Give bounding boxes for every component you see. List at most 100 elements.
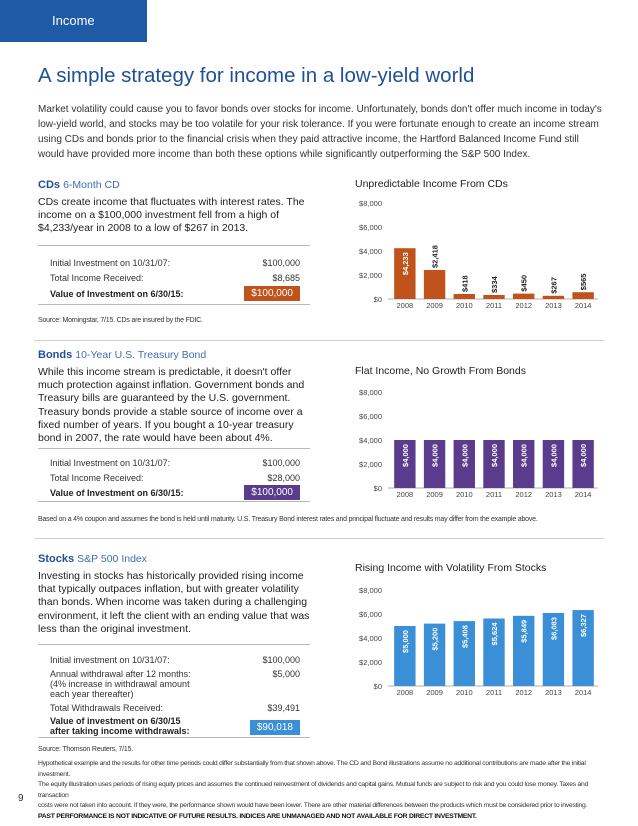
y-tick-label: $8,000: [359, 199, 382, 208]
data-label: $267: [549, 277, 558, 294]
stocks-initial-label: Initial investment on 10/31/07:: [50, 655, 170, 665]
stocks-withdrawal-note-text-2: each year thereafter): [50, 689, 134, 699]
data-label: $2,418: [431, 245, 440, 268]
x-tick-label: 2011: [486, 688, 502, 697]
x-tick-label: 2013: [545, 688, 562, 697]
data-label: $5,624: [490, 622, 499, 646]
bar: [542, 440, 565, 488]
cds-description: CDs create income that fluctuates with i…: [38, 196, 305, 235]
stocks-source-note: Source: Thomson Reuters, 7/15.: [38, 746, 134, 753]
data-label: $4,000: [520, 444, 529, 467]
stocks-final-label-2: after taking income withdrawals:: [50, 726, 190, 736]
stocks-heading-sub: S&P 500 Index: [77, 553, 148, 565]
cds-income-label: Total Income Received:: [50, 273, 144, 283]
intro-paragraph: Market volatility could cause you to fav…: [38, 104, 602, 160]
bar: [483, 440, 505, 488]
bar: [542, 295, 565, 299]
x-tick-label: 2011: [486, 490, 502, 499]
x-tick-label: 2010: [456, 301, 473, 310]
x-tick-label: 2013: [545, 490, 562, 499]
section-tab-label: Income: [52, 13, 95, 28]
x-tick-label: 2008: [397, 490, 414, 499]
y-tick-label: $0: [374, 682, 382, 691]
data-label: $4,000: [549, 444, 558, 467]
stocks-withdrawal-note-text-1: (4% increase in withdrawal amount: [50, 679, 190, 689]
bar: [453, 621, 475, 686]
stocks-chart-title: Rising Income with Volatility From Stock…: [355, 562, 547, 574]
stocks-summary-box: Initial investment on 10/31/07: $100,000…: [38, 644, 310, 738]
cds-source-note: Source: Morningstar, 7/15. CDs are insur…: [38, 317, 203, 324]
data-label: $4,233: [401, 252, 410, 275]
y-tick-label: $6,000: [359, 223, 382, 232]
data-label: $4,000: [490, 444, 499, 467]
data-label: $450: [520, 275, 529, 292]
bonds-final-label: Value of Investment on 6/30/15:: [50, 488, 184, 498]
data-label: $4,000: [401, 444, 410, 467]
cds-chart-title: Unpredictable Income From CDs: [355, 178, 508, 190]
cds-summary-box: Initial Investment on 10/31/07: $100,000…: [38, 245, 310, 305]
disclaimer-line: The equity illustration uses periods of …: [38, 781, 589, 799]
data-label: $6,083: [549, 617, 558, 640]
bar: [483, 294, 505, 299]
y-tick-label: $2,000: [359, 658, 382, 667]
bar: [394, 626, 416, 686]
data-label: $5,200: [431, 628, 440, 651]
stocks-total-value: $39,491: [267, 703, 300, 713]
bar: [513, 440, 535, 488]
disclaimer-line: costs were not taken into account. If th…: [38, 802, 588, 809]
x-tick-label: 2009: [426, 688, 443, 697]
page-title: A simple strategy for income in a low-yi…: [38, 64, 475, 87]
cds-income-value: $8,685: [272, 273, 300, 283]
x-tick-label: 2009: [426, 301, 443, 310]
bonds-income-value: $28,000: [267, 473, 300, 483]
y-tick-label: $4,000: [359, 436, 382, 445]
section-tab[interactable]: Income: [0, 0, 147, 42]
x-tick-label: 2008: [397, 688, 414, 697]
stocks-withdrawal-value: $5,000: [272, 669, 300, 679]
bonds-chart: $0 $2,000 $4,000 $6,000 $8,000 $4,000 2008 $4,0…: [359, 388, 598, 499]
bonds-summary-box: Initial Investment on 10/31/07: $100,000…: [38, 448, 310, 502]
section-divider: [34, 538, 604, 539]
cds-heading: CDs 6-Month CD: [38, 179, 120, 191]
bar: [453, 293, 475, 299]
bonds-note: Based on a 4% coupon and assumes the bon…: [38, 516, 538, 523]
y-tick-label: $0: [374, 484, 382, 493]
x-tick-label: 2012: [515, 688, 532, 697]
x-tick-label: 2014: [575, 301, 592, 310]
bonds-initial-label: Initial Investment on 10/31/07:: [50, 458, 171, 468]
bar: [572, 440, 594, 488]
bar: [453, 440, 475, 488]
x-tick-label: 2012: [515, 490, 532, 499]
bar: [423, 269, 446, 299]
bar: [513, 615, 535, 686]
x-tick-label: 2011: [486, 301, 502, 310]
bonds-heading-title: Bonds: [38, 349, 73, 361]
bar: [483, 618, 505, 686]
cds-initial-label: Initial Investment on 10/31/07:: [50, 258, 171, 268]
bonds-final-value: $100,000: [244, 485, 300, 500]
x-tick-label: 2009: [426, 490, 443, 499]
y-tick-label: $6,000: [359, 412, 382, 421]
stocks-withdrawal-label: Annual withdrawal after 12 months:: [50, 669, 191, 679]
bar: [542, 613, 565, 686]
y-tick-label: $2,000: [359, 271, 382, 280]
x-tick-label: 2010: [456, 490, 473, 499]
bar: [572, 292, 594, 299]
cds-heading-title: CDs: [38, 179, 61, 191]
bar: [513, 293, 535, 299]
cds-final-label: Value of Investment on 6/30/15:: [50, 289, 184, 299]
y-tick-label: $4,000: [359, 634, 382, 643]
bonds-income-label: Total Income Received:: [50, 473, 144, 483]
x-tick-label: 2014: [575, 688, 592, 697]
data-label: $6,327: [579, 614, 588, 637]
bonds-initial-value: $100,000: [262, 458, 300, 468]
stocks-final-label-1: Value of investment on 6/30/15: [50, 716, 181, 726]
bar: [572, 610, 594, 686]
data-label: $5,408: [460, 625, 469, 648]
data-label: $418: [460, 275, 469, 292]
data-label: $4,000: [431, 444, 440, 467]
stocks-heading: Stocks S&P 500 Index: [38, 553, 147, 565]
cds-final-value: $100,000: [244, 286, 300, 301]
stocks-initial-value: $100,000: [262, 655, 300, 665]
x-tick-label: 2014: [575, 490, 592, 499]
